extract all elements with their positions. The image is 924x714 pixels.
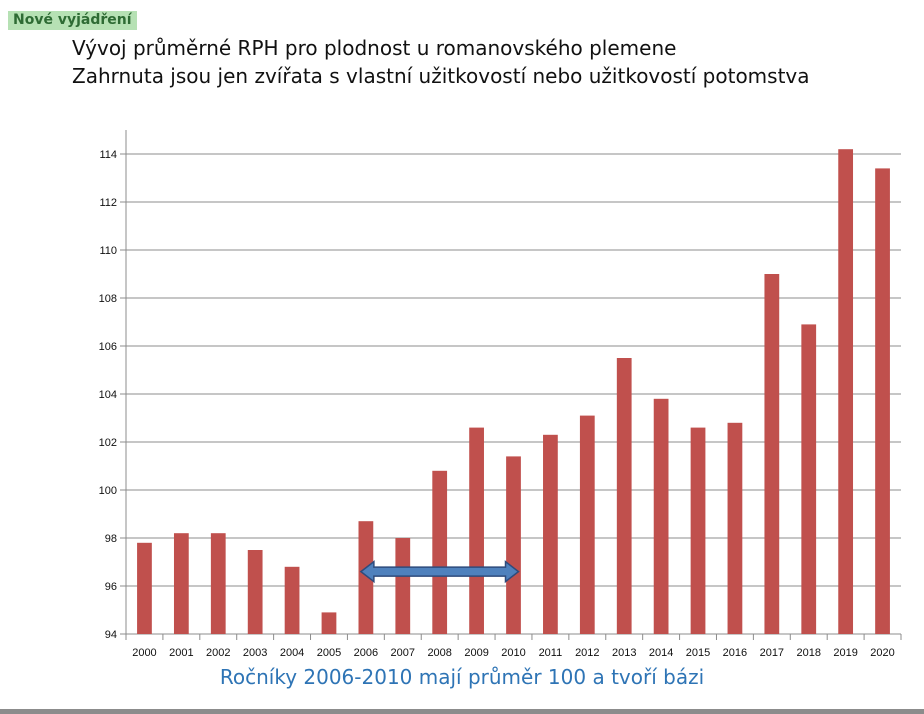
y-tick-label: 114 (99, 149, 117, 161)
bar-2011 (543, 434, 558, 634)
x-tick-label: 2020 (870, 647, 894, 659)
x-tick-label: 2009 (464, 647, 488, 659)
y-tick-label: 108 (99, 293, 117, 305)
x-tick-label: 2008 (427, 647, 451, 659)
y-tick-label: 112 (99, 197, 117, 209)
y-tick-label: 102 (99, 437, 117, 449)
x-tick-label: 2012 (575, 647, 599, 659)
x-tick-label: 2016 (723, 647, 747, 659)
y-tick-label: 98 (105, 533, 117, 545)
bar-2009 (469, 427, 484, 634)
bar-2014 (653, 398, 669, 634)
x-tick-label: 2002 (206, 647, 230, 659)
chart-caption: Ročníky 2006-2010 mají průměr 100 a tvoř… (219, 665, 705, 689)
bars (137, 149, 890, 634)
bar-2002 (210, 533, 226, 634)
x-tick-label: 2006 (354, 647, 378, 659)
x-tick-labels: 2000 2001 2002 2003 2004 2005 2006 2007 2008 2009… (132, 647, 895, 659)
y-tick-label: 110 (99, 245, 117, 257)
x-tick-label: 2001 (169, 647, 193, 659)
bar-2000 (137, 542, 152, 634)
new-expression-badge: Nové vyjádření (8, 11, 137, 30)
x-tick-label: 2007 (391, 647, 415, 659)
y-tick-label: 104 (99, 389, 117, 401)
base-period-annotation (359, 560, 520, 584)
bar-2013 (616, 358, 632, 634)
bar-2005 (321, 612, 337, 634)
x-tick-label: 2014 (649, 647, 673, 659)
chart-subtitle: Zahrnuta jsou jen zvířata s vlastní užit… (72, 64, 810, 88)
x-tick-label: 2003 (243, 647, 267, 659)
bar-2003 (247, 550, 263, 634)
y-tick-label: 94 (105, 629, 117, 641)
y-tick-label: 106 (99, 341, 117, 353)
x-tick-label: 2017 (760, 647, 784, 659)
x-tick-label: 2005 (317, 647, 341, 659)
x-tick-label: 2015 (686, 647, 710, 659)
bar-2018 (801, 324, 817, 634)
y-tick-label: 96 (105, 581, 117, 593)
chart-heading: Vývoj průměrné RPH pro plodnost u romano… (72, 34, 810, 90)
double-arrow (359, 560, 520, 584)
y-tick-labels: 94 96 98 100 102 104 106 108 110 112 114 (99, 149, 117, 641)
x-tick-label: 2013 (612, 647, 636, 659)
bar-2008 (432, 470, 448, 634)
x-tick-label: 2010 (501, 647, 525, 659)
x-tick-label: 2019 (833, 647, 857, 659)
chart-title: Vývoj průměrné RPH pro plodnost u romano… (72, 36, 677, 60)
bar-2006 (358, 521, 374, 634)
bottom-rule (0, 709, 924, 714)
bar-2015 (690, 427, 706, 634)
x-tick-label: 2018 (796, 647, 820, 659)
bar-2020 (875, 168, 890, 634)
x-tick-label: 2004 (280, 647, 304, 659)
y-tick-label: 100 (99, 485, 117, 497)
bar-2012 (579, 415, 595, 634)
x-tick-label: 2000 (132, 647, 156, 659)
bar-2017 (764, 274, 780, 634)
bar-2004 (284, 566, 300, 634)
x-tick-label: 2011 (539, 647, 563, 659)
bar-2010 (506, 456, 521, 634)
bar-2019 (838, 149, 854, 634)
bar-2016 (727, 422, 743, 634)
bar-2007 (395, 538, 411, 634)
bar-2001 (173, 533, 189, 634)
